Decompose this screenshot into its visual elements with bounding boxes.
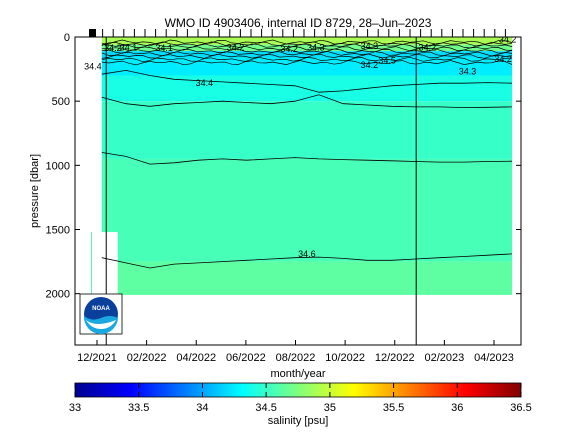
contour-label-0: 34.2 [104,43,122,53]
plot-frame [74,36,522,346]
contour-34.55 [101,152,513,165]
contour-label-7: 34.2 [280,44,298,54]
missing-data-region [75,232,118,295]
upper-contour-3 [101,45,513,52]
y-axis: 0 500 1000 1500 2000 [46,32,521,301]
upper-contour-1 [101,41,513,47]
contour-label-5: 34.3 [361,41,379,51]
x-axis: 12/2021 02/2022 04/2022 06/2022 08/2022 10/20… [77,340,514,364]
y-tick-label-3: 1500 [46,225,70,237]
plot-area [75,37,513,295]
salinity-layer-0 [101,37,513,45]
colorbar-label: salinity [psu] [268,415,329,427]
x-tick-label-3: 06/2022 [226,352,266,364]
noaa-logo-text: NOAA [92,306,110,312]
x-tick-label-1: 02/2022 [127,352,167,364]
colorbar-tick-label-4: 35 [324,402,336,414]
colorbar-tick-label-6: 36 [451,402,463,414]
salinity-layer-1 [101,44,513,52]
upper-contour-8 [101,60,513,66]
upper-contour-2 [101,43,513,49]
colorbar-tick-label-3: 34.5 [255,402,276,414]
salinity-layer-6 [101,158,513,262]
y-tick-label-1: 500 [52,96,70,108]
noaa-logo: NOAA [79,293,123,335]
y-tick-label-2: 1000 [46,160,70,172]
salinity-layer-5 [101,101,513,159]
contour-label-15: 34.5 [378,56,396,66]
profile-ticks [89,29,506,37]
contour-34.4 [101,69,513,93]
profile-tick-cluster [89,29,96,37]
contour-label-3: 34.2 [227,42,245,52]
deep-profile-edge [91,232,92,295]
x-axis-label: month/year [270,368,325,380]
x-tick-label-8: 04/2023 [474,352,514,364]
colorbar-ticks: 33 33.5 34 34.5 35 35.5 36 36.5 [69,383,532,414]
y-tick-label-4: 2000 [46,289,70,301]
y-tick-label-0: 0 [64,32,70,44]
colorbar-tick-label-2: 34 [196,402,208,414]
colorbar-tick-label-5: 35.5 [383,402,404,414]
salinity-layer-4 [101,75,513,102]
y-axis-label: pressure [dbar] [29,154,41,228]
contour-label-9: 34.3 [459,67,477,77]
colorbar-tick-label-7: 36.5 [510,402,531,414]
contour-labels: 34.234.1 34.1 34.2 34.3 34.334.234.2 34.234.3… [84,35,517,259]
chart-title: WMO ID 4903406, internal ID 8729, 28–Jun… [165,16,432,30]
colorbar [74,382,522,398]
contour-lines [101,39,513,269]
x-tick-label-5: 10/2022 [325,352,365,364]
contour-label-1: 34.1 [120,42,138,52]
contour-label-14: 34.6 [298,249,316,259]
x-tick-label-2: 04/2022 [176,352,216,364]
upper-contour-0 [101,39,513,45]
contour-label-11: 34.2 [499,35,517,45]
colorbar-tick-label-1: 33.5 [128,402,149,414]
contour-label-12: 34.4 [84,62,102,72]
upper-contour-7 [101,56,513,63]
colorbar-tick-label-0: 33 [69,402,81,414]
contour-34.6 [101,253,513,269]
contour-label-6: 34.2 [361,60,379,70]
contour-34.5 [101,94,513,109]
x-tick-label-0: 12/2021 [77,352,117,364]
contour-label-8: 34.2 [419,42,437,52]
contour-label-2: 34.1 [155,43,173,53]
x-tick-label-6: 12/2022 [375,352,415,364]
contour-label-4: 34.3 [307,42,325,52]
x-tick-label-7: 02/2023 [424,352,464,364]
x-tick-label-4: 08/2022 [276,352,316,364]
salinity-layer-7 [101,261,513,295]
contour-label-10: 34.2 [494,54,512,64]
contour-label-13: 34.4 [196,78,214,88]
